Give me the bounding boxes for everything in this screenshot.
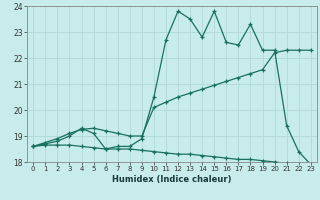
X-axis label: Humidex (Indice chaleur): Humidex (Indice chaleur)	[112, 175, 232, 184]
